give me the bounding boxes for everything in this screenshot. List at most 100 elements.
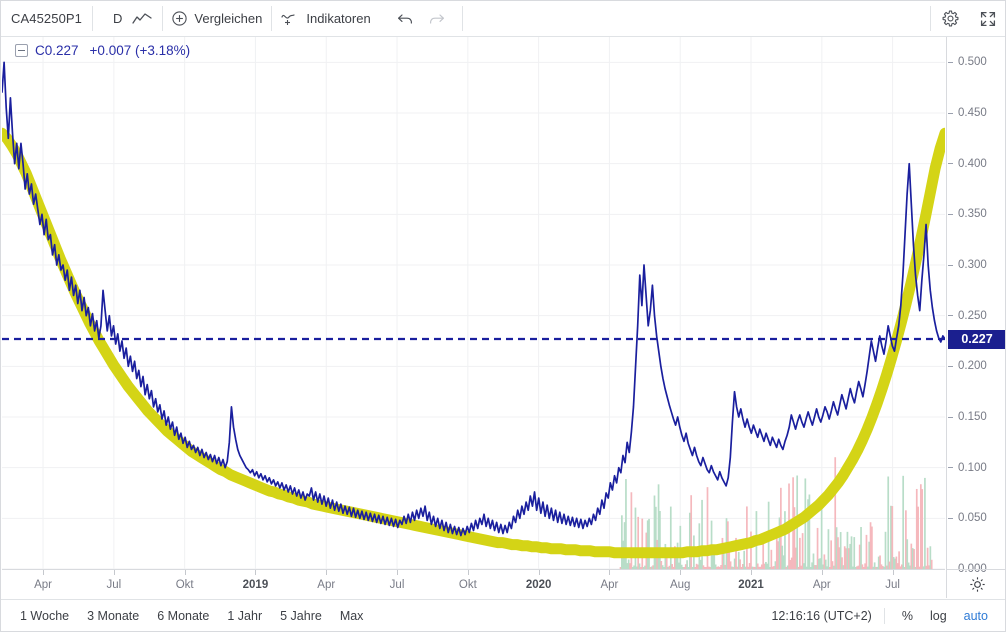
current-price-badge: 0.227 [948, 329, 1005, 349]
volume-bar [688, 512, 691, 569]
volume-bar [873, 562, 876, 569]
tick-mark [948, 61, 953, 63]
volume-bar [671, 564, 673, 569]
gear-icon[interactable] [931, 1, 969, 36]
scale-options: % log auto [885, 605, 1005, 627]
volume-bar [822, 564, 824, 569]
volume-bar [770, 549, 773, 569]
volume-bar [750, 531, 752, 569]
volume-bar [835, 527, 838, 569]
tick-mark [948, 112, 953, 114]
volume-bar [883, 566, 885, 569]
time-axis[interactable]: Apr Jul Okt 2019 Apr Jul Okt 2020 Apr Aug 2021 Apr J… [2, 569, 945, 598]
volume-bar [818, 558, 820, 569]
fullscreen-icon[interactable] [969, 1, 1005, 36]
volume-bar [680, 564, 683, 569]
toolbar-divider [92, 6, 94, 31]
range-button[interactable]: 5 Jahre [280, 609, 322, 623]
time-tick-mark [43, 570, 45, 575]
volume-bar [813, 565, 816, 569]
volume-bar [699, 559, 702, 569]
undo-arrow-icon[interactable] [390, 12, 421, 26]
time-tick-mark [680, 570, 682, 575]
volume-bar [717, 566, 720, 569]
volume-bar [877, 556, 880, 569]
volume-bar [853, 537, 856, 569]
volume-bar [915, 488, 918, 569]
volume-bar [887, 476, 890, 569]
volume-bar [739, 559, 741, 569]
tick-mark [948, 213, 953, 215]
time-tick-mark [892, 570, 894, 575]
symbol-button[interactable]: CA45250P1 [1, 1, 92, 36]
range-button[interactable]: 1 Jahr [227, 609, 263, 623]
time-settings-icon[interactable] [946, 569, 1005, 598]
interval-button[interactable]: D [113, 11, 123, 26]
volume-bar [672, 566, 675, 569]
volume-bar [895, 556, 898, 569]
plus-circle-icon [172, 11, 188, 26]
volume-bar [854, 567, 857, 569]
compare-button[interactable]: Vergleichen [163, 1, 271, 36]
percent-scale-button[interactable]: % [901, 609, 913, 623]
indicators-button[interactable]: Indikatoren [272, 1, 379, 36]
volume-bar [744, 566, 747, 569]
volume-bar [773, 566, 775, 569]
price-tick: 0.400 [947, 157, 1005, 171]
volume-bar [888, 561, 891, 569]
line-chart-icon[interactable] [132, 12, 153, 26]
compare-label: Vergleichen [194, 11, 263, 26]
volume-bar [847, 548, 850, 569]
volume-bar [655, 506, 657, 569]
toolbar-divider-5 [930, 6, 931, 31]
log-scale-button[interactable]: log [929, 609, 947, 623]
price-plot[interactable] [2, 37, 945, 569]
volume-bar [857, 565, 860, 569]
volume-bar [861, 564, 864, 569]
volume-bar [782, 555, 785, 569]
volume-bar [803, 563, 805, 569]
volume-bar [644, 565, 646, 569]
toolbar-right-group [931, 1, 1005, 36]
volume-bar [827, 529, 830, 569]
volume-bar [841, 557, 843, 569]
volume-bar [754, 566, 756, 569]
volume-bar [649, 566, 652, 569]
volume-bar [834, 457, 837, 569]
time-tick-mark [538, 570, 540, 575]
volume-bar [660, 560, 663, 569]
volume-bar [910, 543, 913, 569]
volume-bar [703, 567, 706, 569]
volume-bar [705, 566, 707, 569]
toolbar-divider-4 [461, 6, 463, 31]
volume-bar [732, 566, 735, 569]
auto-scale-button[interactable]: auto [963, 609, 988, 623]
volume-bar [771, 566, 774, 569]
volume-bar [823, 554, 826, 569]
volume-bar [871, 526, 873, 569]
range-button[interactable]: 3 Monate [87, 609, 140, 623]
range-button[interactable]: Max [339, 609, 364, 623]
range-selector: 1 Woche 3 Monate 6 Monate 1 Jahr 5 Jahre Max [1, 605, 370, 627]
volume-bar [850, 536, 853, 569]
volume-bar [868, 541, 871, 569]
volume-bar [759, 566, 762, 569]
range-button[interactable]: 1 Woche [20, 609, 70, 623]
volume-bar [714, 564, 717, 569]
collapse-icon[interactable] [15, 44, 28, 57]
price-axis[interactable]: 0.500 0.450 0.400 0.350 0.300 0.250 0.200 0.150… [946, 37, 1005, 575]
volume-bar [880, 564, 883, 569]
price-tick-label: 0.150 [958, 411, 987, 423]
volume-bar [633, 565, 635, 569]
volume-bar [864, 563, 866, 569]
volume-bar [816, 527, 819, 569]
volume-bar [790, 557, 793, 569]
range-button[interactable]: 6 Monate [157, 609, 210, 623]
price-tick-label: 0.050 [958, 512, 987, 525]
volume-bar [845, 548, 847, 569]
volume-bar [713, 553, 716, 569]
volume-bar [819, 558, 822, 569]
price-tick: 0.200 [947, 359, 1005, 373]
volume-bar [928, 565, 930, 569]
